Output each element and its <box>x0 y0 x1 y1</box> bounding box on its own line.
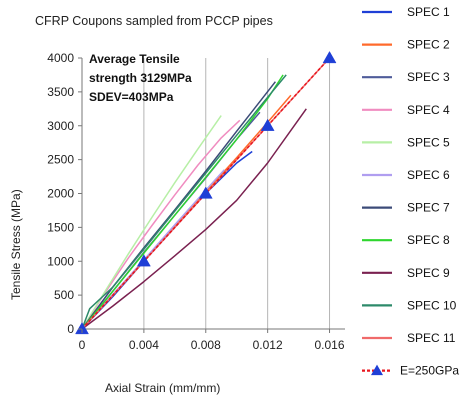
series-marker-12-1 <box>75 321 89 335</box>
legend-label-7: SPEC 7 <box>407 201 450 215</box>
legend-label-11: SPEC 11 <box>407 331 456 345</box>
legend-label-4: SPEC 4 <box>407 103 450 117</box>
annotation-line-3: SDEV=403MPa <box>89 90 174 104</box>
series-layer <box>75 50 337 335</box>
annotation-line-1: Average Tensile <box>89 52 180 66</box>
series-line-10 <box>81 74 287 330</box>
series-marker-12-2 <box>136 254 151 267</box>
legend-label-3: SPEC 3 <box>407 70 450 84</box>
x-tick-label-1: 0.004 <box>129 338 159 352</box>
legend-label-2: SPEC 2 <box>407 38 450 52</box>
annotation-line-2: strength 3129MPa <box>89 71 192 85</box>
series-line-12 <box>81 57 331 330</box>
chart-title: CFRP Coupons sampled from PCCP pipes <box>35 14 273 28</box>
y-tick-label-0: 0 <box>67 322 74 336</box>
x-tick-label-2: 0.008 <box>191 338 221 352</box>
series-line-9 <box>81 108 307 330</box>
series-line-4 <box>81 119 241 330</box>
y-tick-label-3: 1500 <box>47 220 74 234</box>
legend-label-5: SPEC 5 <box>407 135 450 149</box>
legend-label-1: SPEC 1 <box>407 5 450 19</box>
legend-marker-12 <box>371 364 383 376</box>
x-tick-label-0: 0 <box>79 338 86 352</box>
ticks-layer: 0 500 1000 1500 2000 2500 3000 3500 4000 0 0.004 0.… <box>47 51 345 352</box>
y-tick-label-7: 3500 <box>47 85 74 99</box>
series-marker-12-4 <box>260 118 275 131</box>
x-axis-label: Axial Strain (mm/mm) <box>105 381 220 395</box>
y-tick-label-6: 3000 <box>47 119 74 133</box>
series-line-5 <box>81 115 222 330</box>
y-tick-label-1: 500 <box>54 288 74 302</box>
annotation-box: Average Tensile strength 3129MPa SDEV=40… <box>89 52 192 104</box>
series-line-8 <box>81 74 284 330</box>
legend: SPEC 1 SPEC 2 SPEC 3 SPEC 4 SPEC 5 SPEC 6 SPEC… <box>362 5 459 378</box>
y-axis-label: Tensile Stress (MPa) <box>9 189 23 300</box>
legend-label-12: E=250GPa <box>400 364 459 378</box>
y-tick-label-5: 2500 <box>47 153 74 167</box>
x-tick-label-3: 0.012 <box>253 338 283 352</box>
y-tick-label-4: 2000 <box>47 187 74 201</box>
series-marker-12-5 <box>322 50 337 64</box>
series-marker-12-3 <box>198 186 213 199</box>
y-tick-label-2: 1000 <box>47 254 74 268</box>
y-tick-label-8: 4000 <box>47 51 74 65</box>
legend-label-8: SPEC 8 <box>407 233 450 247</box>
legend-label-10: SPEC 10 <box>407 298 457 312</box>
x-tick-label-4: 0.016 <box>315 338 345 352</box>
legend-label-6: SPEC 6 <box>407 168 450 182</box>
legend-label-9: SPEC 9 <box>407 266 450 280</box>
